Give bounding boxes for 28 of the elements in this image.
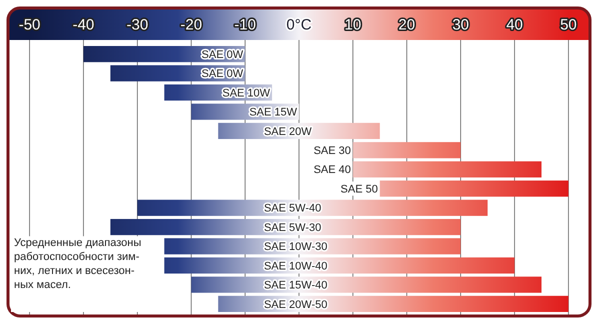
annotation: Усредненные диапазоны работоспособности зим- них, летних и всесезон- ных масел. [14,237,142,291]
x-tick-label: -50 [18,16,40,34]
y-tick-label: SAE 30 [314,145,351,158]
y-tick-label: SAE 20W-50 [264,298,328,311]
x-tick-label: -20 [180,16,202,34]
x-tick-label: -10 [234,16,256,34]
y-tick-label: SAE 10W [222,87,271,100]
x-tick-label: 0°C [286,16,312,34]
y-tick-label: SAE 15W-40 [264,280,328,292]
bar [191,276,542,293]
bar [380,180,568,197]
y-tick-label: SAE 10W-30 [264,241,328,254]
x-tick-label: 20 [398,16,416,34]
y-tick-label: SAE 0W [202,48,244,61]
y-tick-label: SAE 5W-30 [264,222,322,234]
y-tick-label: SAE 40 [314,164,351,176]
y-tick-label: SAE 50 [340,183,378,196]
x-tick-label: 10 [344,16,362,34]
y-tick-label: SAE 10W-40 [264,260,328,272]
y-tick-label: SAE 20W [264,126,312,138]
x-tick-label: 30 [452,16,470,34]
x-tick-label: -30 [126,16,148,34]
x-tick-label: 40 [506,16,523,34]
y-tick-label: SAE 15W [249,106,298,119]
x-tick-label: 50 [560,16,577,34]
y-tick-label: SAE 5W-40 [264,202,322,215]
y-tick-label: SAE 0W [202,68,244,80]
x-tick-label: -40 [72,16,94,34]
